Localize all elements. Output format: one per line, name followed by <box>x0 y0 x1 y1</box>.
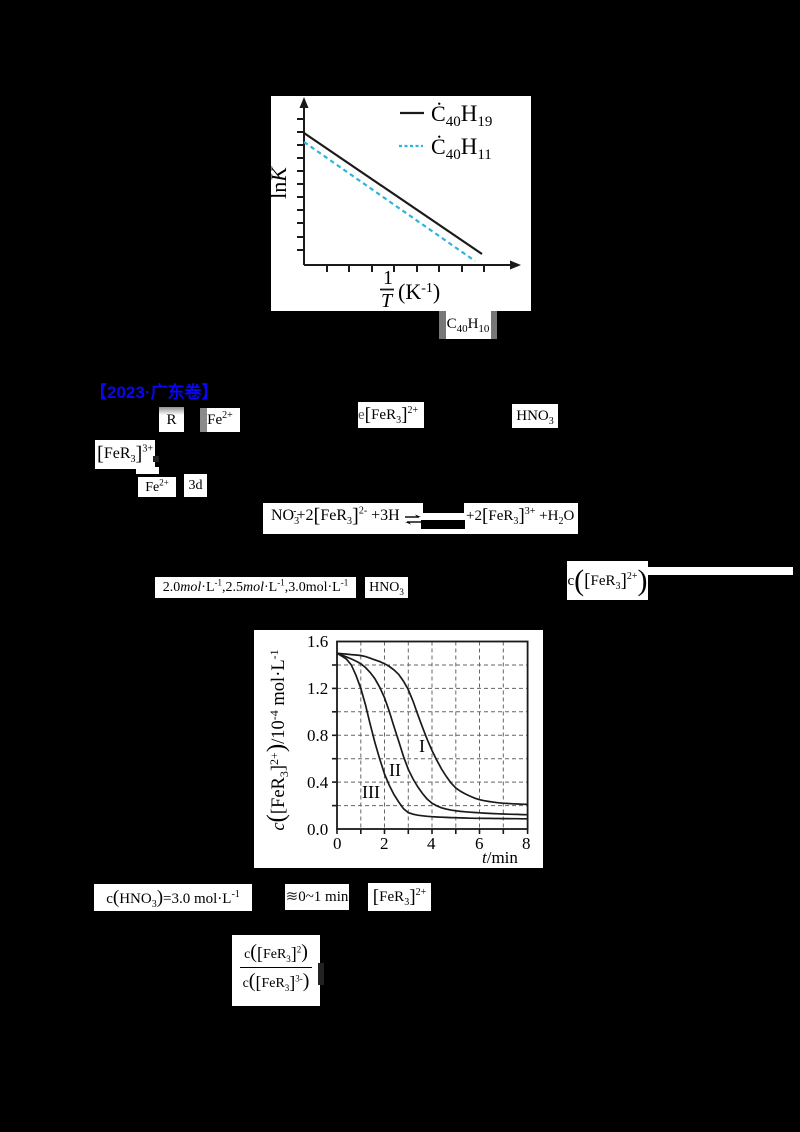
svg-text:II: II <box>389 760 401 780</box>
svg-text:0.0: 0.0 <box>307 820 328 839</box>
svg-text:0.4: 0.4 <box>307 773 329 792</box>
svg-text:8: 8 <box>522 834 531 853</box>
svg-text:1: 1 <box>383 267 393 289</box>
svg-text:Ċ40H11: Ċ40H11 <box>431 134 492 163</box>
svg-text:2: 2 <box>380 834 389 853</box>
svg-text:0.8: 0.8 <box>307 726 328 745</box>
svg-text:0: 0 <box>333 834 342 853</box>
svg-text:lnK: lnK <box>271 166 291 199</box>
svg-text:c([FeR3]2+)/10-4 mol·L-1: c([FeR3]2+)/10-4 mol·L-1 <box>263 649 291 830</box>
svg-text:III: III <box>362 782 380 802</box>
svg-text:T: T <box>381 290 394 311</box>
svg-text:t/min: t/min <box>482 848 518 867</box>
svg-text:1.2: 1.2 <box>307 679 328 698</box>
svg-text:1.6: 1.6 <box>307 632 328 651</box>
svg-text:Ċ40H19: Ċ40H19 <box>431 101 492 130</box>
svg-text:6: 6 <box>475 834 484 853</box>
svg-text:4: 4 <box>427 834 436 853</box>
svg-text:(K-1): (K-1) <box>398 279 440 304</box>
svg-text:I: I <box>419 736 425 756</box>
